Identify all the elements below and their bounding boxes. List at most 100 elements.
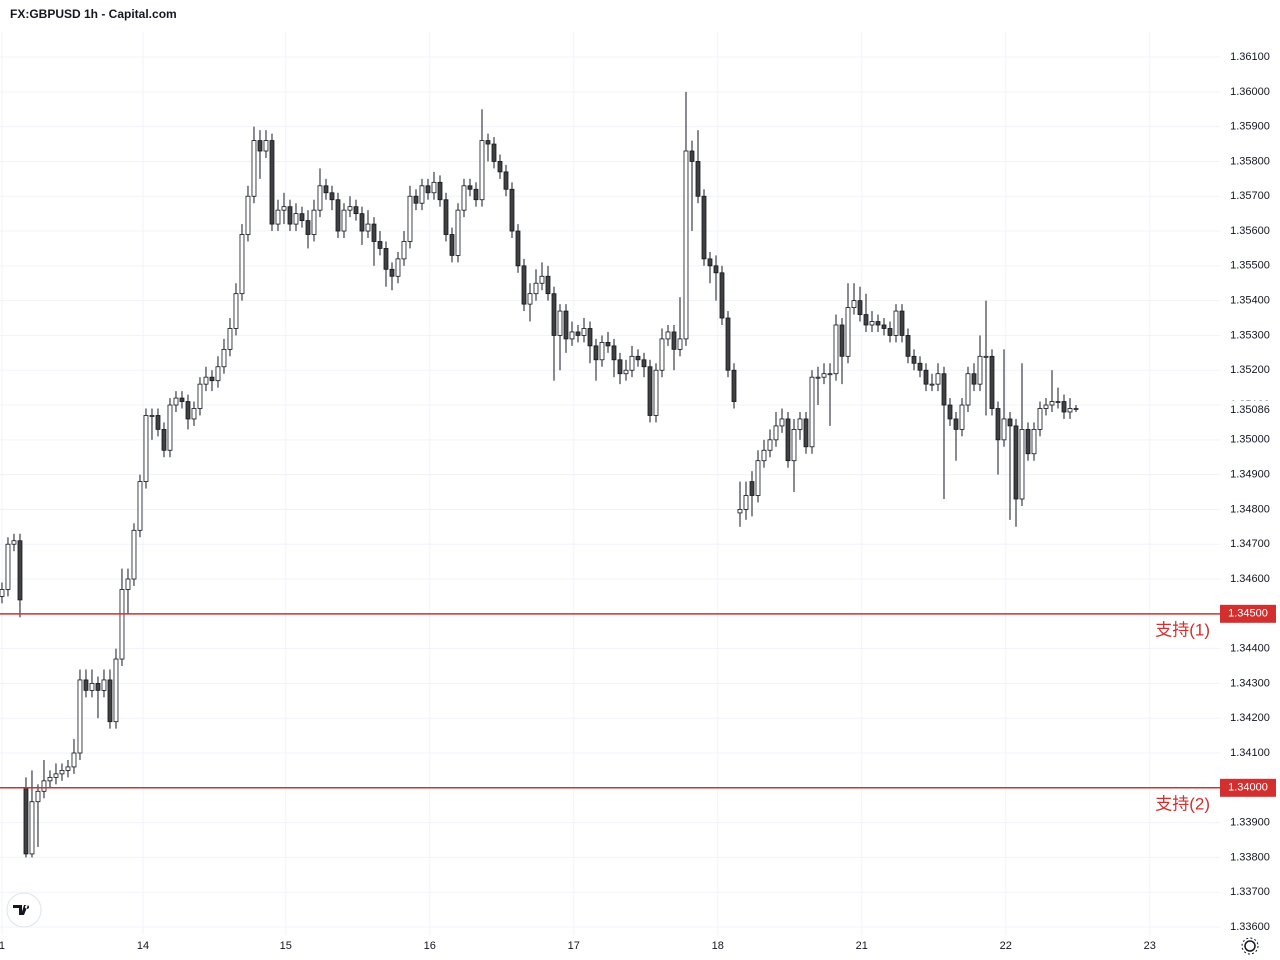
- candle-body: [251, 140, 257, 197]
- candle-body: [845, 307, 851, 357]
- candle-body: [89, 683, 95, 691]
- candle-body: [101, 679, 107, 691]
- candle-body: [911, 355, 917, 364]
- candle-body: [617, 359, 623, 375]
- y-tick-label: 1.34600: [1230, 573, 1270, 585]
- candle-body: [557, 310, 563, 336]
- candle-body: [173, 397, 179, 406]
- y-tick-label: 1.35300: [1230, 329, 1270, 341]
- candle-body: [647, 366, 653, 416]
- candle-body: [263, 140, 269, 152]
- candle-body: [185, 401, 191, 420]
- price-badge: [1220, 778, 1276, 797]
- candle-body: [293, 213, 299, 225]
- candle-body: [413, 195, 419, 204]
- candle-body: [779, 418, 785, 427]
- price-badge-label: 1.34000: [1228, 782, 1268, 794]
- candle-body: [383, 248, 389, 270]
- candle-body: [755, 460, 761, 496]
- candle-body: [359, 213, 365, 232]
- candle-body: [335, 199, 341, 232]
- candle-body: [281, 206, 287, 211]
- candle-body: [47, 776, 53, 782]
- candle-body: [71, 752, 77, 768]
- candle-body: [479, 140, 485, 201]
- price-badge-label: 1.34500: [1228, 608, 1268, 620]
- settings-icon[interactable]: [1241, 937, 1259, 955]
- candle-body: [467, 185, 473, 190]
- y-tick-label: 1.33800: [1230, 851, 1270, 863]
- candle-body: [1073, 408, 1079, 410]
- candle-body: [167, 404, 173, 451]
- candle-body: [317, 185, 323, 211]
- candle-body: [17, 540, 23, 601]
- y-tick-label: 1.35800: [1230, 155, 1270, 167]
- candle-body: [551, 293, 557, 336]
- candle-body: [983, 355, 989, 358]
- chart-title: FX:GBPUSD 1h - Capital.com: [10, 7, 177, 21]
- candle-body: [965, 373, 971, 406]
- candle-body: [803, 418, 809, 448]
- candle-body: [395, 258, 401, 277]
- plot: [0, 91, 1079, 858]
- candle-body: [443, 199, 449, 235]
- candle-body: [899, 310, 905, 336]
- candle-body: [419, 185, 425, 204]
- last-price-badge: [1224, 400, 1278, 419]
- y-tick-label: 1.34100: [1230, 747, 1270, 759]
- candle-body: [797, 418, 803, 430]
- candle-body: [149, 415, 155, 417]
- x-tick-label: 21: [856, 940, 868, 952]
- candle-body: [905, 335, 911, 357]
- candle-body: [191, 408, 197, 420]
- candle-body: [1055, 401, 1061, 403]
- candle-body: [821, 373, 827, 378]
- candle-body: [749, 481, 755, 496]
- x-tick-label: 1: [0, 940, 5, 952]
- candle-body: [923, 369, 929, 385]
- y-tick-label: 1.34900: [1230, 469, 1270, 481]
- candle-body: [353, 206, 359, 215]
- y-tick-label: 1.33600: [1230, 921, 1270, 933]
- candle-body: [653, 369, 659, 416]
- candle-body: [143, 415, 149, 482]
- candle-body: [425, 185, 431, 194]
- candle-body: [875, 321, 881, 326]
- candle-body: [641, 359, 647, 368]
- candle-body: [227, 328, 233, 350]
- candle-body: [623, 369, 629, 375]
- candle-body: [197, 383, 203, 409]
- candle-body: [773, 425, 779, 441]
- candle-body: [881, 324, 887, 329]
- candle-body: [635, 355, 641, 361]
- candle-body: [515, 230, 521, 267]
- candle-body: [23, 787, 29, 855]
- candle-body: [683, 150, 689, 340]
- candle-body: [599, 341, 605, 361]
- y-tick-label: 1.35900: [1230, 121, 1270, 133]
- y-tick-label: 1.35700: [1230, 190, 1270, 202]
- grid: [0, 32, 1220, 935]
- candle-body: [209, 376, 215, 382]
- candle-body: [935, 373, 941, 385]
- candle-body: [629, 355, 635, 371]
- candle-body: [893, 310, 899, 336]
- candle-body: [461, 185, 467, 211]
- x-tick-label: 17: [568, 940, 580, 952]
- candle-body: [869, 321, 875, 326]
- candle-body: [83, 679, 89, 691]
- y-tick-label: 1.36000: [1230, 86, 1270, 98]
- support-label: 支持(1): [1155, 620, 1210, 639]
- x-tick-label: 16: [424, 940, 436, 952]
- candle-body: [815, 376, 821, 379]
- x-tick-label: 23: [1144, 940, 1156, 952]
- y-tick-label: 1.34700: [1230, 538, 1270, 550]
- candle-body: [269, 140, 275, 225]
- candle-body: [665, 331, 671, 340]
- candle-body: [323, 185, 329, 194]
- y-tick-label: 1.33700: [1230, 886, 1270, 898]
- candle-body: [485, 140, 491, 145]
- candle-body: [725, 317, 731, 371]
- candle-body: [125, 578, 131, 590]
- candle-body: [311, 209, 317, 235]
